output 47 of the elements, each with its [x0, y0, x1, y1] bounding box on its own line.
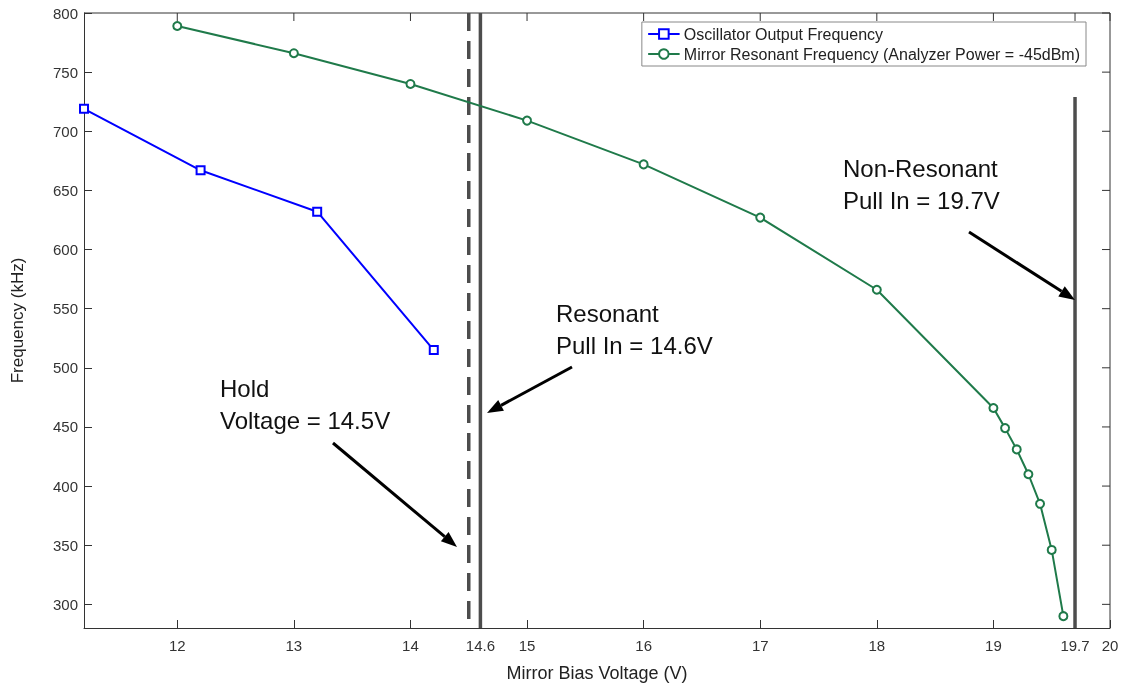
- point: [79, 103, 89, 114]
- x-tick-label: 14: [402, 637, 419, 654]
- point: [172, 21, 183, 32]
- point: [522, 115, 533, 126]
- x-tick-label: 17: [751, 637, 769, 654]
- legend-label: Oscillator Output Frequency: [683, 25, 884, 43]
- point: [1058, 611, 1069, 622]
- y-tick-label: 600: [52, 241, 78, 259]
- point: [871, 284, 882, 295]
- point: [638, 159, 649, 170]
- point: [288, 48, 299, 59]
- point: [312, 206, 323, 217]
- x-tick-label: 15: [518, 637, 536, 654]
- point: [988, 403, 999, 414]
- y-tick-label: 800: [52, 4, 78, 22]
- point: [1023, 469, 1034, 480]
- point: [195, 165, 206, 176]
- y-tick-label: 400: [52, 477, 78, 495]
- annotation: Non-Resonant Pull In = 19.7V: [843, 154, 1000, 214]
- point: [1035, 498, 1046, 509]
- point: [1011, 444, 1022, 455]
- point: [428, 345, 439, 356]
- x-tick-label: 14.6: [465, 637, 496, 654]
- x-tick-label: 12: [168, 637, 186, 654]
- y-tick-label: 450: [52, 418, 78, 436]
- point: [1000, 423, 1011, 434]
- y-axis-title: Frequency (kHz): [8, 257, 27, 384]
- point: [1046, 544, 1057, 555]
- y-tick-label: 350: [52, 536, 78, 554]
- legend-label: Mirror Resonant Frequency (Analyzer Power = -45dBm): [683, 45, 1081, 63]
- x-tick-label: 16: [635, 637, 652, 654]
- annotation: Hold Voltage = 14.5V: [220, 374, 391, 434]
- y-tick-label: 500: [52, 359, 78, 377]
- x-tick-label: 20: [1101, 637, 1119, 654]
- x-tick-label: 13: [285, 637, 303, 654]
- y-tick-label: 700: [52, 122, 78, 140]
- x-tick-label: 19: [985, 637, 1002, 654]
- x-tick-label: 18: [868, 637, 886, 654]
- point: [755, 212, 766, 223]
- y-tick-label: 650: [52, 181, 78, 199]
- y-tick-label: 300: [52, 595, 78, 613]
- y-tick-label: 750: [52, 63, 78, 81]
- y-tick-label: 550: [52, 300, 78, 318]
- annotation: Resonant Pull In = 14.6V: [556, 299, 713, 359]
- x-tick-label: 19.7: [1060, 637, 1090, 654]
- point: [405, 78, 416, 89]
- x-axis-title: Mirror Bias Voltage (V): [506, 663, 688, 683]
